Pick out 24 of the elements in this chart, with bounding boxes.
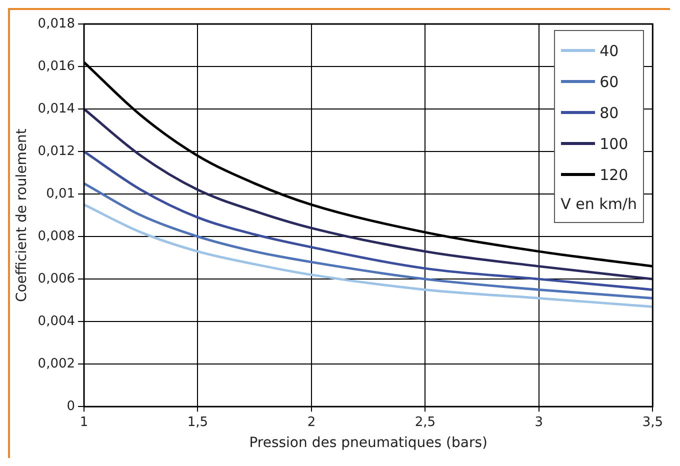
x-tick-label: 2,5 [414, 414, 436, 430]
y-tick-label: 0 [66, 398, 76, 414]
legend-label: 40 [600, 42, 619, 60]
legend-title: V en km/h [560, 194, 637, 215]
legend-label: 80 [600, 104, 619, 122]
y-tick-label: 0,018 [38, 16, 76, 32]
y-tick-label: 0,002 [38, 356, 76, 372]
y-tick-label: 0,014 [38, 101, 76, 116]
y-tick-label: 0,008 [38, 228, 76, 244]
x-tick-label: 3 [534, 414, 544, 430]
y-axis-title: Coefficient de roulement [14, 128, 30, 302]
legend-label: 120 [600, 166, 628, 184]
x-tick-label: 2 [307, 414, 316, 430]
x-tick-label: 1,5 [187, 414, 208, 430]
x-tick-label: 1 [80, 414, 88, 430]
y-tick-label: 0,01 [46, 186, 76, 202]
legend-label: 60 [600, 72, 619, 90]
legend-label: 100 [600, 134, 628, 152]
y-tick-label: 0,004 [38, 314, 76, 329]
y-tick-label: 0,016 [38, 58, 76, 74]
y-tick-label: 0,006 [38, 271, 76, 286]
x-tick-label: 3,5 [642, 414, 664, 430]
y-tick-label: 0,012 [38, 144, 76, 159]
x-axis-title: Pression des pneumatiques (bars) [249, 435, 488, 452]
